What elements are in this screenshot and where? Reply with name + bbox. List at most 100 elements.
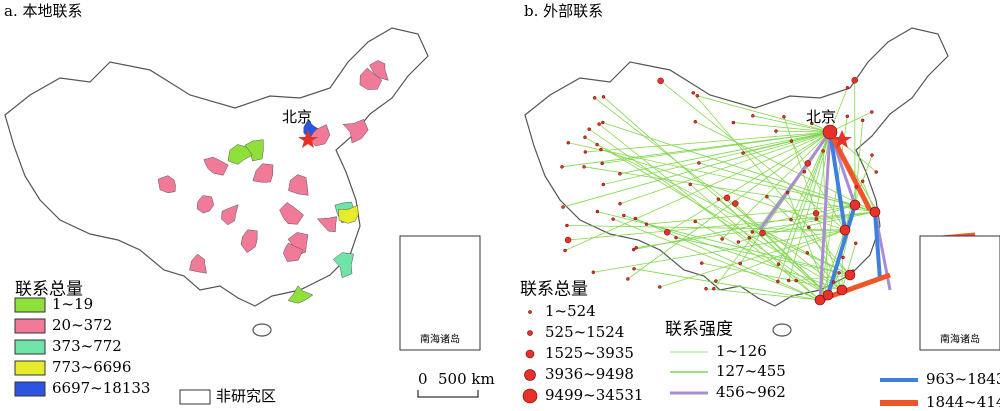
panel-title: a. 本地联系 [4,2,82,20]
city-dot [657,285,662,289]
panel-a: a. 本地联系 北京 南海诸岛 联系总量 非研究区 0 500 km 1~19 2… [4,2,495,405]
city-dot [599,147,603,152]
city-dot [720,237,724,241]
legend-label: 1844~4144 [926,393,1000,411]
city-dot [632,267,636,271]
city-dot [583,150,588,154]
legend-dot [524,369,536,381]
city-dot [844,269,856,281]
region [342,118,369,144]
city-dot [814,217,819,221]
link [783,116,843,291]
legend-title: 联系总量 [15,280,83,300]
link [828,131,847,231]
hainan [772,323,792,337]
link [602,131,831,164]
city-dot [845,86,850,90]
inset-box [399,235,481,351]
scale-bar [417,390,479,398]
legend-label: 非研究区 [216,387,276,405]
city-dot [794,278,798,283]
city-dot [845,114,850,119]
region [369,60,389,81]
link [807,252,843,291]
link [742,131,831,154]
city-dot [807,225,811,230]
region [283,242,304,262]
city-dot [854,185,858,189]
link [566,225,846,231]
legend-dot [522,388,538,404]
city-dot [657,77,664,85]
link [733,122,831,133]
inset-box [919,235,1000,351]
legend-swatch [14,381,46,397]
legend-dot [528,310,532,314]
link [623,215,843,291]
city-dot [723,194,731,202]
city-dot [812,210,820,217]
city-dot [747,235,752,240]
city-dot [831,280,836,284]
city-dot [841,255,845,260]
city-dot [869,206,881,218]
region [288,174,309,196]
city-dot [776,262,781,266]
link [808,227,843,291]
city-dot [631,247,636,252]
city-dot [566,141,571,145]
city-dot [732,200,739,207]
link [589,128,829,296]
inset-label: 南海诸岛 [420,333,460,346]
capital-star [832,130,852,148]
link [775,130,831,133]
link [659,229,846,288]
city-dot [564,236,572,244]
city-dot [751,114,755,118]
link [829,87,848,133]
city-dot [565,223,569,228]
legend-title: 联系强度 [665,320,733,340]
city-dot [601,182,606,187]
region [338,204,359,224]
link [598,123,821,301]
link [815,131,831,214]
inset-label: 南海诸岛 [940,333,980,346]
legend-swatch [14,360,46,376]
link [749,211,876,239]
city-dot [595,142,599,147]
legend-swatch [14,339,46,355]
city-dot [582,165,586,169]
city-dot [789,139,794,143]
link [633,268,821,301]
link [777,131,831,282]
city-dot [716,197,721,201]
city-dot [700,261,704,265]
city-dot [622,213,626,218]
link [660,80,846,231]
city-dot [601,120,605,125]
region [240,229,258,254]
region [359,67,383,90]
city-dot [591,270,596,275]
legend-label: 1~19 [52,295,93,313]
link [627,131,831,280]
link [819,116,848,301]
city-dot [688,182,692,187]
city-dot [814,294,826,306]
city-dot [704,286,708,291]
link-lines [560,77,976,306]
city-dot [789,217,793,222]
city-dot [560,165,564,169]
city-dot [663,229,671,236]
link [854,120,864,206]
city-dot [851,77,858,84]
link [594,97,843,291]
link [697,95,831,133]
scale-end: 500 km [438,370,495,388]
link [862,181,876,213]
link [619,131,831,175]
city-dot [597,122,601,126]
region [287,285,314,304]
city-dot [618,172,622,176]
